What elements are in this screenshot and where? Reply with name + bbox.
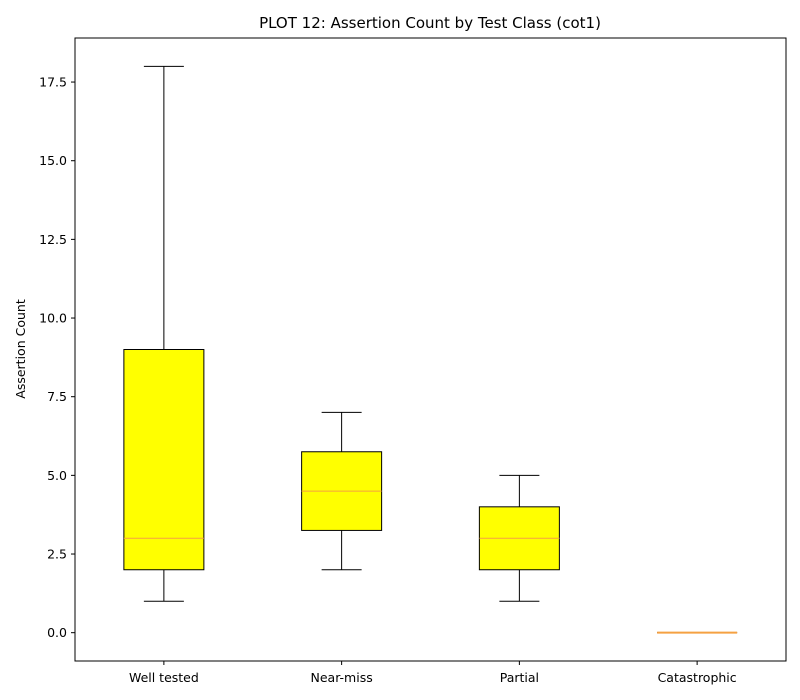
y-tick-label: 2.5 bbox=[47, 547, 67, 562]
box-iqr bbox=[123, 349, 205, 571]
x-tick-label: Catastrophic bbox=[658, 670, 737, 685]
y-tick-label: 17.5 bbox=[39, 75, 67, 90]
y-tick-label: 10.0 bbox=[39, 311, 67, 326]
x-tick-label: Partial bbox=[500, 670, 539, 685]
x-tick-label: Near-miss bbox=[311, 670, 373, 685]
chart-title: PLOT 12: Assertion Count by Test Class (… bbox=[259, 14, 601, 32]
y-axis-label: Assertion Count bbox=[13, 299, 28, 399]
y-tick-label: 12.5 bbox=[39, 232, 67, 247]
x-tick-label: Well tested bbox=[129, 670, 199, 685]
y-tick-label: 15.0 bbox=[39, 153, 67, 168]
plot-area: 0.0 2.5 5.0 7.5 10.0 12.5 15.0 17.5 Well tested N… bbox=[39, 65, 738, 685]
plot-frame bbox=[74, 37, 787, 662]
y-tick-label: 5.0 bbox=[47, 468, 67, 483]
y-tick-label: 7.5 bbox=[47, 389, 67, 404]
y-tick-label: 0.0 bbox=[47, 625, 67, 640]
